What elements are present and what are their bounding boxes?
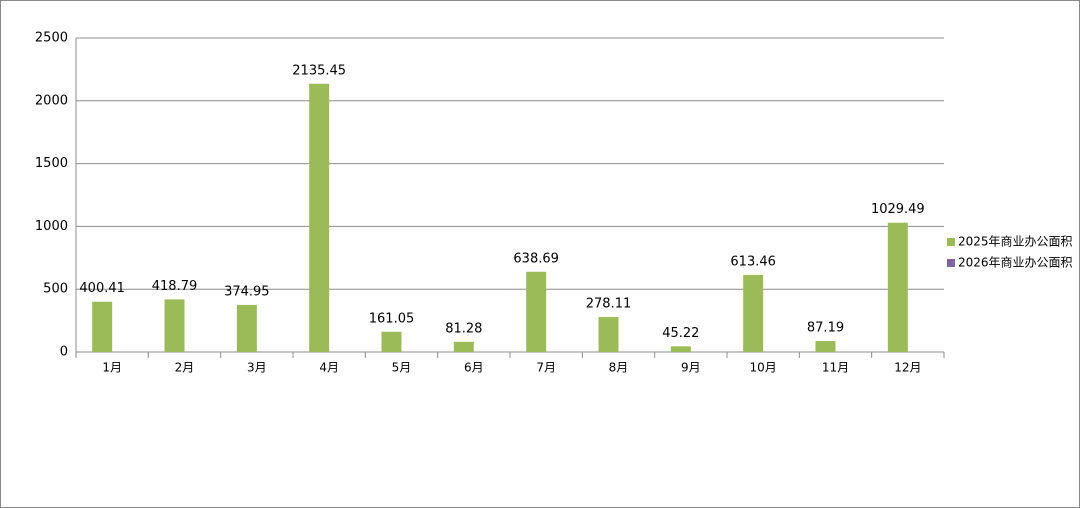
- value-label: 1029.49: [871, 202, 925, 217]
- y-tick-label: 1000: [35, 219, 68, 234]
- x-tick-label: 1月: [102, 361, 122, 375]
- x-tick-label: 7月: [536, 361, 556, 375]
- y-tick-label: 0: [60, 345, 68, 360]
- bar: [381, 331, 402, 352]
- value-label: 638.69: [513, 251, 559, 266]
- bar: [309, 83, 330, 353]
- bar: [236, 304, 257, 352]
- value-label: 161.05: [369, 311, 415, 326]
- x-tick-label: 2月: [175, 361, 195, 375]
- bar: [743, 274, 764, 352]
- x-tick-label: 12月: [894, 361, 921, 375]
- bar: [164, 299, 185, 352]
- y-tick-label: 500: [43, 282, 68, 297]
- x-tick-label: 9月: [681, 361, 701, 375]
- value-label: 278.11: [586, 297, 632, 312]
- x-tick-label: 4月: [319, 361, 339, 375]
- bar: [887, 222, 908, 352]
- bar: [526, 271, 547, 352]
- bar: [453, 341, 474, 352]
- legend-swatch: [947, 259, 955, 267]
- x-tick-label: 8月: [609, 361, 629, 375]
- legend-label: 2025年商业办公面积: [958, 234, 1073, 249]
- bar: [815, 341, 836, 352]
- x-tick-label: 10月: [750, 361, 777, 375]
- value-label: 418.79: [152, 279, 198, 294]
- x-tick-label: 11月: [822, 361, 849, 375]
- y-tick-label: 1500: [35, 156, 68, 171]
- value-label: 2135.45: [292, 63, 346, 78]
- bar: [598, 317, 619, 352]
- x-tick-label: 6月: [464, 361, 484, 375]
- value-label: 87.19: [807, 321, 844, 336]
- value-label: 81.28: [445, 321, 482, 336]
- legend-swatch: [947, 238, 955, 246]
- bar: [92, 301, 113, 352]
- bar: [670, 346, 691, 352]
- value-label: 400.41: [79, 281, 125, 296]
- value-label: 613.46: [730, 254, 776, 269]
- legend-label: 2026年商业办公面积: [958, 255, 1073, 270]
- x-tick-label: 3月: [247, 361, 267, 375]
- x-tick-label: 5月: [392, 361, 412, 375]
- y-tick-label: 2000: [35, 93, 68, 108]
- value-label: 45.22: [662, 326, 699, 341]
- value-label: 374.95: [224, 284, 270, 299]
- y-tick-label: 2500: [35, 31, 68, 46]
